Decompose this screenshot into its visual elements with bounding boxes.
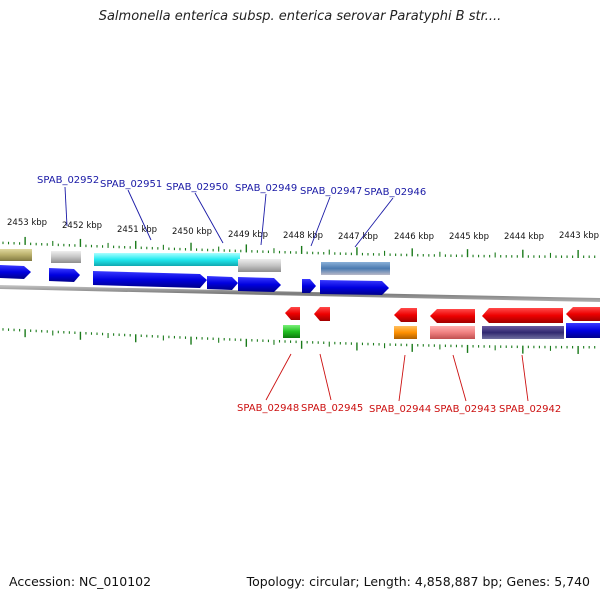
gene-label-bottom[interactable]: SPAB_02943 (434, 404, 496, 415)
gene-arrow-reverse[interactable] (566, 307, 600, 321)
map-title: Salmonella enterica subsp. enterica sero… (98, 9, 502, 24)
feature-olive[interactable] (0, 249, 32, 261)
gene-label-top[interactable]: SPAB_02952 (37, 175, 99, 186)
kbp-label: 2443 kbp (559, 231, 599, 241)
gene-arrow-reverse[interactable] (430, 309, 475, 323)
kbp-label: 2449 kbp (228, 230, 268, 240)
feature-cyan[interactable] (94, 253, 240, 266)
gene-arrow-forward[interactable] (93, 271, 207, 288)
gene-label-top[interactable]: SPAB_02946 (364, 187, 426, 198)
accession-text: Accession: NC_010102 (9, 574, 152, 589)
genome-backbone (0, 285, 600, 302)
gene-label-bottom[interactable]: SPAB_02948 (237, 403, 299, 414)
kbp-label: 2444 kbp (504, 232, 544, 242)
topology-text: Topology: circular; Length: 4,858,887 bp… (246, 574, 590, 589)
feature-gray[interactable] (51, 251, 81, 263)
kbp-label: 2450 kbp (172, 227, 212, 237)
scale-ticks-top (2, 236, 596, 258)
kbp-label: 2445 kbp (449, 232, 489, 242)
gene-arrow-forward[interactable] (238, 277, 281, 292)
gene-arrow-reverse[interactable] (314, 307, 330, 321)
feature-green[interactable] (283, 325, 300, 338)
gene-arrow-forward[interactable] (207, 276, 238, 290)
gene-arrow-forward[interactable] (0, 265, 31, 279)
gene-label-top[interactable]: SPAB_02947 (300, 186, 362, 197)
gene-arrow-reverse[interactable] (285, 307, 300, 320)
gene-arrow-forward[interactable] (320, 280, 389, 295)
scale-ticks-bottom (2, 328, 596, 354)
feature-orange[interactable] (394, 326, 417, 339)
gene-label-top[interactable]: SPAB_02950 (166, 182, 228, 193)
feature-steel[interactable] (321, 262, 390, 275)
gene-arrow-reverse[interactable] (482, 308, 563, 323)
gene-label-top[interactable]: SPAB_02951 (100, 179, 162, 190)
bottom-label-leaders (265, 353, 529, 402)
kbp-label: 2451 kbp (117, 225, 157, 235)
gene-label-top[interactable]: SPAB_02949 (235, 183, 297, 194)
kbp-label: 2447 kbp (338, 232, 378, 242)
gene-arrow-reverse[interactable] (394, 308, 417, 322)
gene-arrow-forward[interactable] (49, 268, 80, 282)
gene-label-bottom[interactable]: SPAB_02945 (301, 403, 363, 414)
kbp-label: 2448 kbp (283, 231, 323, 241)
feature-gray-2[interactable] (238, 259, 281, 272)
kbp-label: 2452 kbp (62, 221, 102, 231)
feature-pink[interactable] (430, 326, 475, 339)
top-label-leaders (64, 186, 394, 248)
feature-navy[interactable] (482, 326, 564, 339)
kbp-label: 2453 kbp (7, 218, 47, 228)
gene-arrow-forward[interactable] (302, 279, 316, 293)
gene-label-bottom[interactable]: SPAB_02942 (499, 404, 561, 415)
gene-arrow-forward[interactable] (566, 323, 600, 338)
gene-label-bottom[interactable]: SPAB_02944 (369, 404, 431, 415)
kbp-label: 2446 kbp (394, 232, 434, 242)
